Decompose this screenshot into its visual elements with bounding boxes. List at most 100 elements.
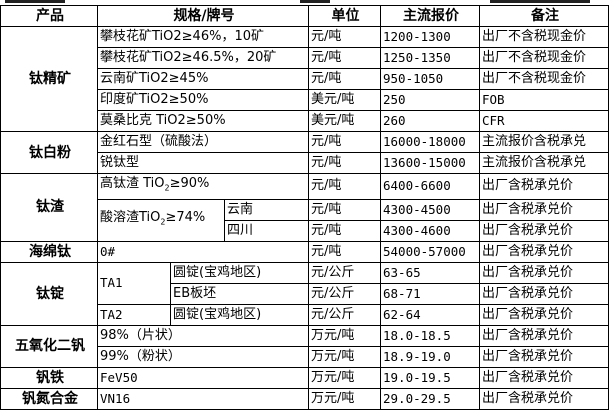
note-cell: CFR bbox=[479, 110, 609, 132]
table-row: 五氧化二钒 98%（片状） 万元/吨 18.0-18.5 出厂含税承兑价 bbox=[0, 324, 609, 368]
product-cell: 钒铁 bbox=[0, 366, 98, 389]
price-cell: 6400-6600 bbox=[380, 173, 480, 200]
unit-cell: 元/吨 bbox=[308, 131, 381, 153]
table-row: 云南矿TiO2≥45% 元/吨 950-1050 出厂不含税现金价 bbox=[1, 68, 609, 90]
spec-cell: 印度矿TiO2≥50% bbox=[97, 89, 309, 111]
spec-cell: VN16 bbox=[97, 387, 309, 410]
region-cell: 四川 bbox=[224, 219, 309, 242]
spec-cell: 圆锭(宝鸡地区) bbox=[170, 303, 309, 326]
header-row: 产品 规格/牌号 单位 主流报价 备注 bbox=[0, 5, 609, 27]
note-cell: FOB bbox=[479, 89, 609, 111]
unit-cell: 万元/吨 bbox=[308, 366, 381, 389]
note-cell: 出厂含税承兑价 bbox=[479, 282, 609, 305]
header-unit: 单位 bbox=[308, 5, 381, 27]
spec-text: ≥90% bbox=[169, 176, 210, 191]
spec-cell: 莫桑比克 TiO2≥50% bbox=[97, 110, 309, 132]
unit-cell: 元/公斤 bbox=[308, 303, 381, 326]
unit-cell: 万元/吨 bbox=[308, 324, 381, 347]
price-cell: 54000-57000 bbox=[380, 240, 480, 263]
table-row: TA2 圆锭(宝鸡地区) 元/公斤 62-64 出厂含税承兑价 bbox=[1, 303, 609, 326]
table-row: 钛锭 TA1 圆锭(宝鸡地区) 元/公斤 63-65 出厂含税承兑价 bbox=[0, 261, 609, 326]
header-product: 产品 bbox=[0, 5, 98, 27]
note-cell: 出厂含税承兑价 bbox=[479, 387, 609, 410]
spec-cell: 高钛渣 TiO2≥90% bbox=[97, 173, 309, 200]
spec-cell: 98%（片状） bbox=[97, 324, 309, 347]
note-cell: 出厂不含税现金价 bbox=[479, 68, 609, 90]
spec-cell: 攀枝花矿TiO2≥46.5%，20矿 bbox=[97, 47, 309, 69]
table-row: 钒铁 FeV50 万元/吨 19.0-19.5 出厂含税承兑价 bbox=[0, 366, 609, 389]
note-cell: 出厂含税承兑价 bbox=[479, 303, 609, 326]
subscript: 2 bbox=[160, 217, 166, 227]
unit-cell: 元/公斤 bbox=[308, 282, 381, 305]
price-cell: 260 bbox=[380, 110, 480, 132]
spec-text: 高钛渣 TiO bbox=[100, 176, 165, 191]
price-cell: 1200-1300 bbox=[380, 26, 480, 48]
unit-cell: 元/吨 bbox=[308, 152, 381, 174]
spec-cell: 圆锭(宝鸡地区) bbox=[170, 261, 309, 284]
unit-cell: 元/吨 bbox=[308, 47, 381, 69]
table-row: 莫桑比克 TiO2≥50% 美元/吨 260 CFR bbox=[1, 110, 609, 132]
unit-cell: 元/吨 bbox=[308, 68, 381, 90]
unit-cell: 元/吨 bbox=[308, 240, 381, 263]
spec-cell: EB板坯 bbox=[170, 282, 309, 305]
product-cell: 海绵钛 bbox=[0, 240, 98, 263]
note-cell: 出厂含税承兑价 bbox=[479, 173, 609, 200]
price-table: 产品 规格/牌号 单位 主流报价 备注 钛精矿 攀枝花矿TiO2≥46%，10矿… bbox=[0, 5, 609, 410]
note-cell: 出厂含税承兑价 bbox=[479, 345, 609, 368]
table-row: 印度矿TiO2≥50% 美元/吨 250 FOB bbox=[1, 89, 609, 111]
table-row: 四川 元/吨 4300-4600 出厂含税承兑价 bbox=[1, 219, 609, 242]
price-cell: 29.0-29.5 bbox=[380, 387, 480, 410]
price-cell: 4300-4500 bbox=[380, 198, 480, 221]
unit-cell: 元/吨 bbox=[308, 219, 381, 242]
spec-text: 酸溶渣TiO bbox=[100, 209, 161, 225]
table-row: EB板坯 元/公斤 68-71 出厂含税承兑价 bbox=[1, 282, 609, 305]
table-row: 钒氮合金 VN16 万元/吨 29.0-29.5 出厂含税承兑价 bbox=[0, 387, 609, 410]
price-cell: 13600-15000 bbox=[380, 152, 480, 174]
note-cell: 出厂含税承兑价 bbox=[479, 366, 609, 389]
note-cell: 出厂含税承兑价 bbox=[479, 198, 609, 221]
price-cell: 250 bbox=[380, 89, 480, 111]
price-cell: 4300-4600 bbox=[380, 219, 480, 242]
table-row: 攀枝花矿TiO2≥46.5%，20矿 元/吨 1250-1350 出厂不含税现金… bbox=[1, 47, 609, 69]
price-cell: 63-65 bbox=[380, 261, 480, 284]
product-cell: 钛精矿 bbox=[0, 26, 98, 132]
note-cell: 出厂含税承兑价 bbox=[479, 261, 609, 284]
note-cell: 出厂含税承兑价 bbox=[479, 219, 609, 242]
region-cell: 云南 bbox=[224, 198, 309, 221]
spec-cell: 攀枝花矿TiO2≥46%，10矿 bbox=[97, 26, 309, 48]
header-price: 主流报价 bbox=[380, 5, 480, 27]
subscript: 2 bbox=[164, 183, 170, 193]
spec-cell: FeV50 bbox=[97, 366, 309, 389]
note-cell: 出厂含税承兑价 bbox=[479, 324, 609, 347]
header-note: 备注 bbox=[479, 5, 609, 27]
table-row: 海绵钛 0# 元/吨 54000-57000 出厂含税承兑价 bbox=[0, 240, 609, 263]
spec-cell: 99%（粉状） bbox=[97, 345, 309, 368]
product-cell: 钛渣 bbox=[0, 173, 98, 242]
note-cell: 主流报价含税承兑 bbox=[479, 152, 609, 174]
unit-cell: 元/吨 bbox=[308, 198, 381, 221]
table-row: 钛白粉 金红石型（硫酸法） 元/吨 16000-18000 主流报价含税承兑 bbox=[0, 131, 609, 174]
price-cell: 62-64 bbox=[380, 303, 480, 326]
unit-cell: 美元/吨 bbox=[308, 110, 381, 132]
product-cell: 钛白粉 bbox=[0, 131, 98, 174]
table-row: 钛精矿 攀枝花矿TiO2≥46%，10矿 元/吨 1200-1300 出厂不含税… bbox=[0, 26, 609, 132]
grade-cell: TA2 bbox=[97, 303, 171, 326]
spec-cell: 金红石型（硫酸法） bbox=[97, 131, 309, 153]
note-cell: 出厂含税承兑价 bbox=[479, 240, 609, 263]
header-spec: 规格/牌号 bbox=[97, 5, 309, 27]
spec-cell: 0# bbox=[97, 240, 309, 263]
product-cell: 钒氮合金 bbox=[0, 387, 98, 410]
price-cell: 18.9-19.0 bbox=[380, 345, 480, 368]
note-cell: 出厂不含税现金价 bbox=[479, 26, 609, 48]
unit-cell: 万元/吨 bbox=[308, 345, 381, 368]
spec-text: ≥74% bbox=[165, 209, 206, 225]
note-cell: 主流报价含税承兑 bbox=[479, 131, 609, 153]
product-cell: 五氧化二钒 bbox=[0, 324, 98, 368]
price-cell: 1250-1350 bbox=[380, 47, 480, 69]
spec-cell: 锐钛型 bbox=[97, 152, 309, 174]
product-cell: 钛锭 bbox=[0, 261, 98, 326]
spec-cell: 酸溶渣TiO2≥74% bbox=[97, 198, 225, 242]
table-row: 酸溶渣TiO2≥74% 云南 元/吨 4300-4500 出厂含税承兑价 bbox=[1, 198, 609, 242]
note-cell: 出厂不含税现金价 bbox=[479, 47, 609, 69]
unit-cell: 万元/吨 bbox=[308, 387, 381, 410]
